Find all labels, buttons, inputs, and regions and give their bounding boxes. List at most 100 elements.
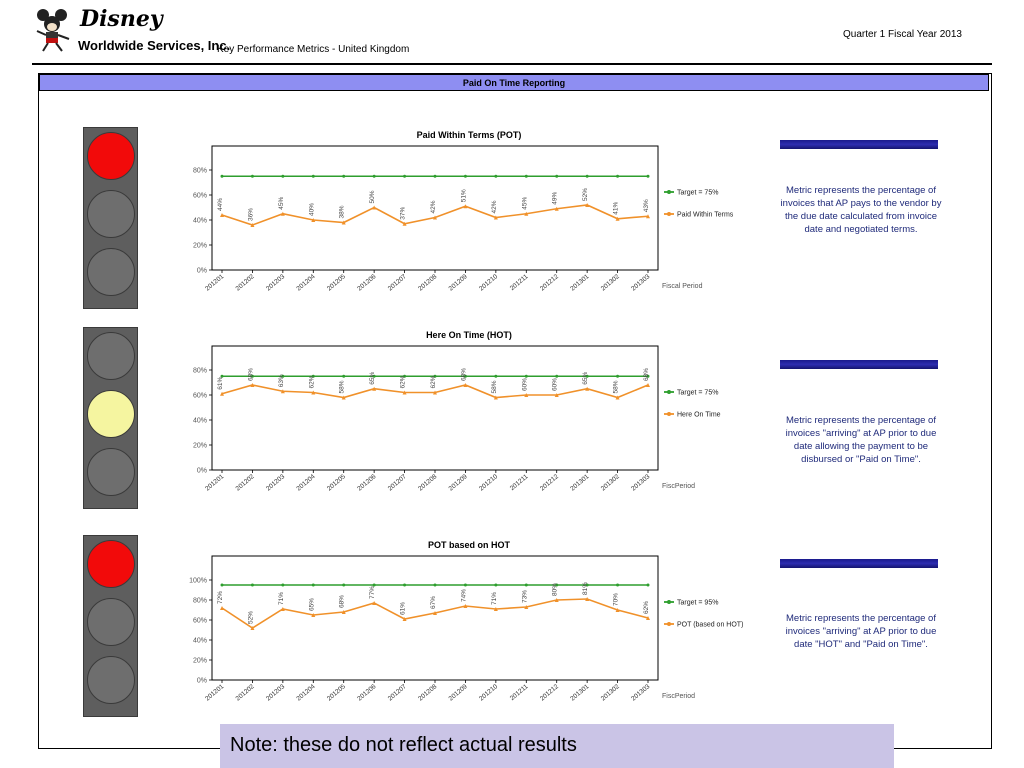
- data-point: [646, 383, 650, 387]
- data-point: [220, 213, 224, 217]
- data-point: [463, 604, 468, 608]
- data-point: [555, 174, 559, 178]
- x-tick-label: 201202: [235, 273, 256, 293]
- data-label: 42%: [430, 200, 437, 213]
- data-label: 61%: [217, 377, 224, 390]
- y-tick-label: 0%: [197, 678, 207, 685]
- data-label: 58%: [339, 380, 346, 393]
- y-tick-label: 40%: [193, 418, 207, 425]
- report-title: Key Performance Metrics - United Kingdom: [217, 44, 410, 55]
- data-label: 58%: [613, 380, 620, 393]
- data-point: [311, 613, 316, 617]
- data-point: [524, 374, 528, 378]
- x-tick-label: 201301: [569, 273, 590, 293]
- data-label: 65%: [369, 372, 376, 385]
- y-tick-label: 40%: [193, 638, 207, 645]
- data-point: [524, 211, 529, 216]
- data-label: 62%: [643, 601, 650, 614]
- data-point: [220, 391, 224, 396]
- data-label: 70%: [613, 593, 620, 606]
- data-point: [646, 174, 650, 178]
- brand-name: Disney: [80, 6, 163, 32]
- metric-description: Metric represents the percentage of invo…: [785, 415, 937, 465]
- data-point: [372, 601, 377, 605]
- y-tick-label: 60%: [193, 618, 207, 625]
- description-header-bar: [780, 360, 938, 369]
- data-label: 68%: [247, 368, 254, 381]
- x-tick-label: 201204: [295, 473, 316, 493]
- data-point: [372, 174, 376, 178]
- x-tick-label: 201202: [235, 683, 256, 703]
- data-label: 74%: [460, 589, 467, 602]
- data-point: [616, 374, 620, 378]
- data-point: [585, 386, 590, 391]
- x-tick-label: 201210: [478, 683, 499, 703]
- legend-label: Target = 75%: [677, 190, 718, 197]
- x-tick-label: 201212: [539, 683, 560, 703]
- data-point: [372, 583, 376, 587]
- y-tick-label: 20%: [193, 243, 207, 250]
- data-label: 52%: [582, 188, 589, 201]
- legend-label: POT (based on HOT): [677, 622, 743, 629]
- legend-marker: [667, 600, 671, 604]
- x-tick-label: 201303: [630, 683, 651, 703]
- data-point: [372, 386, 377, 391]
- data-point: [372, 374, 376, 378]
- data-label: 71%: [278, 592, 285, 605]
- legend-label: Target = 75%: [677, 390, 718, 397]
- data-point: [615, 608, 620, 612]
- traffic-light-middle-lamp: [87, 598, 135, 646]
- data-point: [615, 216, 620, 221]
- data-point: [493, 215, 498, 220]
- metric-description: Metric represents the percentage of invo…: [780, 185, 942, 235]
- traffic-light-bottom-lamp: [87, 656, 135, 704]
- traffic-light-middle-lamp: [87, 190, 135, 238]
- data-point: [433, 611, 437, 615]
- x-tick-label: 201303: [630, 473, 651, 493]
- traffic-light-middle-lamp: [87, 390, 135, 438]
- y-tick-label: 20%: [193, 443, 207, 450]
- x-tick-label: 201302: [600, 273, 621, 293]
- data-point: [555, 583, 559, 587]
- chart-title: Paid Within Terms (POT): [417, 130, 522, 140]
- data-label: 61%: [400, 602, 407, 615]
- traffic-light-top-lamp: [87, 332, 135, 380]
- x-tick-label: 201212: [539, 473, 560, 493]
- x-axis-label: FiscPeriod: [662, 693, 695, 700]
- data-point: [403, 583, 407, 587]
- data-point: [646, 583, 650, 587]
- data-point: [616, 174, 620, 178]
- data-label: 45%: [521, 197, 528, 210]
- x-tick-label: 201302: [600, 473, 621, 493]
- x-tick-label: 201211: [509, 683, 530, 702]
- data-label: 80%: [552, 583, 559, 596]
- data-point: [433, 374, 437, 378]
- data-label: 62%: [430, 375, 437, 388]
- x-tick-label: 201211: [509, 273, 530, 292]
- chart-paid-within-terms: Paid Within Terms (POT) 0% 20% 40% 60% 80% 201…: [193, 130, 734, 293]
- data-point: [220, 374, 224, 378]
- x-tick-label: 201207: [387, 473, 408, 493]
- data-point: [220, 174, 224, 178]
- legend-marker: [667, 622, 671, 626]
- x-tick-label: 201210: [478, 273, 499, 293]
- x-tick-label: 201201: [204, 473, 225, 493]
- data-point: [646, 214, 650, 219]
- data-label: 65%: [582, 372, 589, 385]
- data-point: [372, 205, 377, 210]
- data-point: [280, 211, 285, 216]
- data-point: [311, 374, 315, 378]
- data-point: [463, 174, 467, 178]
- x-tick-label: 201208: [417, 473, 438, 493]
- metric-description: Metric represents the percentage of invo…: [785, 613, 937, 650]
- y-tick-label: 0%: [197, 268, 207, 275]
- chart-here-on-time: Here On Time (HOT) 0% 20% 40% 60% 80% 201201 20…: [193, 330, 721, 493]
- data-point: [311, 218, 316, 222]
- data-point: [524, 605, 529, 609]
- data-point: [463, 204, 468, 209]
- legend-marker: [667, 190, 671, 194]
- mickey-logo-icon: [36, 9, 70, 52]
- data-label: 41%: [613, 202, 620, 215]
- traffic-light-pot: [83, 127, 138, 309]
- data-label: 42%: [491, 200, 498, 213]
